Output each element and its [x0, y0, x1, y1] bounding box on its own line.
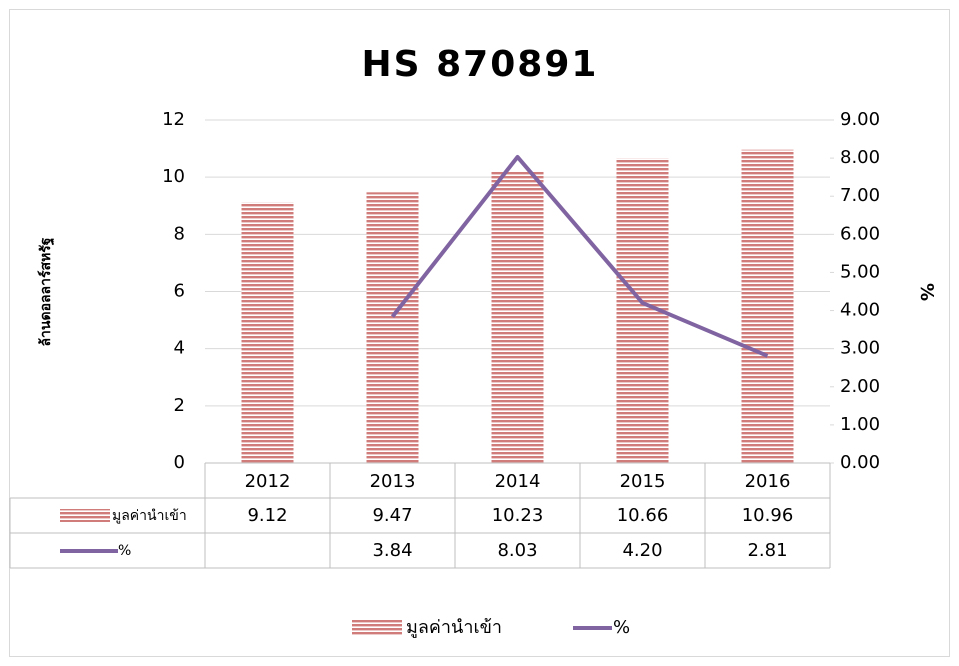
table-value: 3.84	[372, 540, 412, 561]
y2-axis-label: %	[916, 283, 937, 301]
y-tick-label: 8	[174, 223, 185, 244]
x-tick-label: 2012	[245, 471, 291, 492]
chart-title: HS 870891	[362, 44, 599, 85]
legend-label: มูลค่านำเข้า	[406, 617, 502, 638]
y2-tick-label: 0.00	[840, 452, 880, 473]
y2-tick-label: 3.00	[840, 338, 880, 359]
legend-key	[352, 620, 402, 635]
y-tick-label: 4	[174, 338, 185, 359]
y-tick-label: 6	[174, 281, 185, 302]
bar	[491, 170, 544, 463]
y-tick-label: 0	[174, 452, 185, 473]
legend-key	[60, 509, 110, 522]
x-tick-label: 2014	[495, 471, 541, 492]
table-value: 4.20	[622, 540, 662, 561]
legend-label: %	[613, 617, 630, 638]
y2-tick-label: 5.00	[840, 261, 880, 282]
table-value: 10.66	[617, 505, 669, 526]
y-tick-label: 2	[174, 395, 185, 416]
bar	[741, 149, 794, 463]
table-row-label: มูลค่านำเข้า	[112, 508, 187, 524]
chart-border	[9, 9, 950, 657]
y2-tick-label: 2.00	[840, 376, 880, 397]
y-tick-label: 12	[162, 109, 185, 130]
y-tick-label: 10	[162, 166, 185, 187]
y2-tick-label: 8.00	[840, 147, 880, 168]
bar	[366, 192, 419, 463]
table-row-label: %	[118, 543, 131, 559]
y2-tick-label: 1.00	[840, 414, 880, 435]
y2-tick-label: 4.00	[840, 300, 880, 321]
x-tick-label: 2015	[620, 471, 666, 492]
y2-tick-label: 6.00	[840, 223, 880, 244]
table-value: 10.23	[492, 505, 544, 526]
line	[390, 154, 769, 358]
bar	[241, 202, 294, 463]
y2-tick-label: 9.00	[840, 109, 880, 130]
x-tick-label: 2013	[370, 471, 416, 492]
table-value: 9.12	[247, 505, 287, 526]
table-value: 8.03	[497, 540, 537, 561]
y2-tick-label: 7.00	[840, 185, 880, 206]
y-axis-label: ล้านดอลลาร์สหรัฐ	[37, 237, 55, 346]
x-tick-label: 2016	[745, 471, 791, 492]
table-value: 10.96	[742, 505, 794, 526]
table-value: 9.47	[372, 505, 412, 526]
table-value: 2.81	[747, 540, 787, 561]
